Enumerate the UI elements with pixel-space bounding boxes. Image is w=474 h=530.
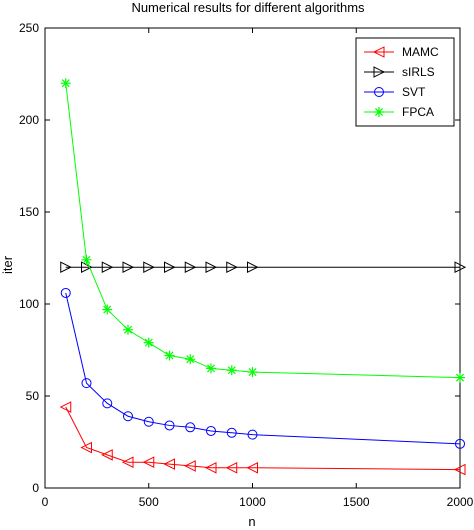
data-point-svt [455,438,465,449]
data-point-fpca [60,78,71,89]
y-tick-label: 50 [26,389,40,403]
data-point-fpca [247,367,258,378]
y-tick-label: 150 [19,205,39,219]
data-point-sirls [226,261,238,274]
y-tick-label: 250 [19,21,39,35]
data-point-mamc [142,456,155,469]
x-tick-label: 0 [42,495,49,509]
y-axis-label: iter [0,255,15,274]
y-tick-label: 0 [32,481,39,495]
data-point-fpca [206,363,216,374]
data-point-mamc [163,458,175,470]
series-svt [60,287,465,449]
legend-label-svt: SVT [402,85,426,99]
x-tick-label: 1500 [343,495,370,509]
axes: 0 500 1000 1500 2000 0 50 100 150 200 250 [19,21,474,509]
data-point-mamc [453,463,466,476]
series-line-mamc [65,406,461,471]
data-point-svt [143,416,154,427]
data-point-mamc [184,460,196,472]
legend-item-fpca: FPCA [364,105,434,119]
data-point-fpca [123,324,133,335]
data-point-svt [60,287,71,298]
series-line-svt [65,292,461,445]
data-point-sirls [122,261,135,274]
data-point-sirls [164,261,176,274]
data-point-fpca [185,354,196,365]
y-tick-label: 100 [19,297,39,311]
x-tick-label: 2000 [447,495,474,509]
data-point-sirls [454,261,467,274]
legend-item-sirls: sIRLS [364,65,435,79]
data-point-mamc [59,401,72,413]
data-point-mamc [204,461,217,474]
legend-marker-fpca [374,107,384,117]
data-point-svt [81,378,92,389]
legend-marker-sirls [373,66,386,78]
data-point-sirls [60,261,72,274]
data-point-mamc [101,449,113,461]
legend-label-fpca: FPCA [402,105,434,119]
legend-item-mamc: MAMC [364,45,439,59]
chart-title: Numerical results for different algorith… [131,0,365,15]
data-point-mamc [225,461,238,474]
data-point-svt [102,398,113,409]
data-point-mamc [80,441,92,454]
y-tick-label: 200 [19,113,39,127]
data-point-fpca [102,304,113,315]
data-point-svt [185,422,196,433]
data-point-sirls [247,261,259,274]
series-layer [59,78,467,476]
legend-marker-svt [374,87,384,97]
data-point-svt [123,411,133,422]
data-point-fpca [455,372,465,383]
data-point-mamc [121,456,134,469]
data-point-fpca [143,337,154,348]
data-point-fpca [164,350,175,361]
data-point-svt [206,425,216,436]
data-point-fpca [226,365,237,376]
data-point-fpca [81,254,92,265]
legend: MAMC sIRLS SVT FPCA [355,37,455,127]
x-tick-label: 500 [139,495,159,509]
legend-box [355,37,455,127]
series-mamc [59,401,466,476]
legend-item-svt: SVT [364,85,426,99]
data-point-sirls [101,261,114,274]
data-point-svt [164,420,175,431]
legend-marker-mamc [372,46,385,58]
x-axis-label: n [248,514,255,529]
data-point-svt [247,429,258,440]
data-point-sirls [205,261,218,274]
legend-label-mamc: MAMC [402,45,439,59]
legend-label-sirls: sIRLS [402,65,435,79]
data-point-sirls [143,261,155,274]
data-point-svt [226,427,237,438]
data-point-mamc [246,461,258,474]
series-fpca [60,78,465,383]
x-tick-label: 1000 [239,495,266,509]
data-point-sirls [184,261,197,274]
